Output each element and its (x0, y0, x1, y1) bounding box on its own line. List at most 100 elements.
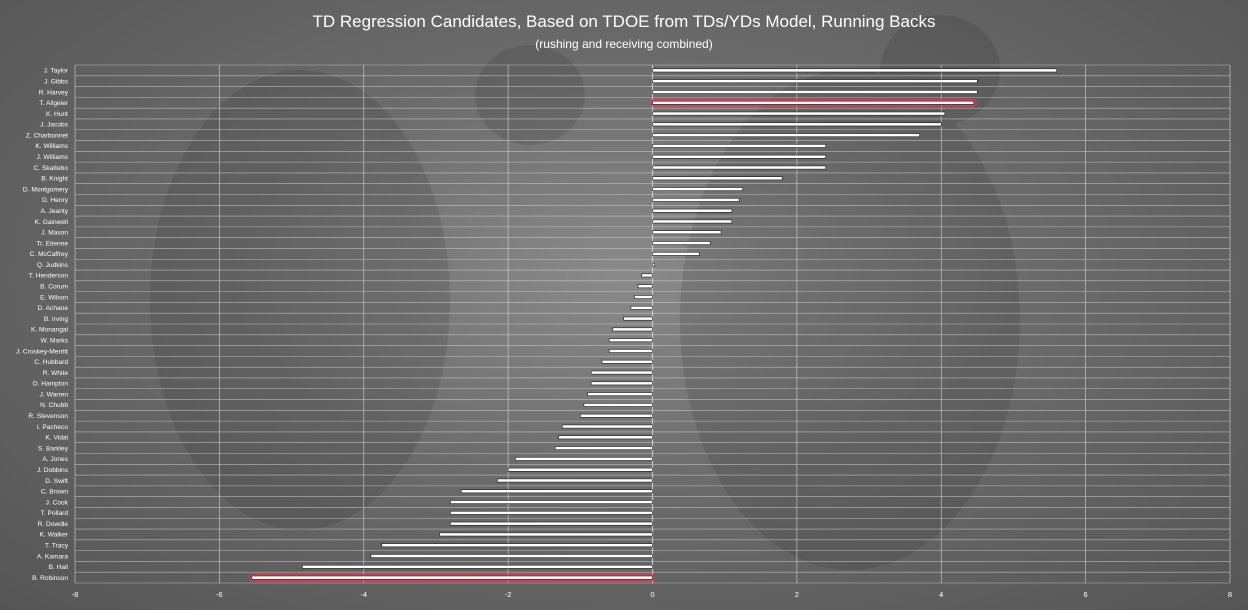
bar-c-mccaffrey (652, 251, 700, 256)
bar-d-montgomery (652, 187, 744, 192)
category-label: J. Mason (41, 230, 68, 237)
bar-b-irving (623, 316, 653, 321)
category-label: J. Croskey-Merritt (16, 348, 68, 355)
bar-i-pacheco (561, 424, 653, 429)
category-label: K. Williams (35, 143, 68, 150)
category-label: E. Wilson (40, 294, 68, 301)
category-label: B. Hall (49, 564, 69, 571)
category-label: K. Hunt (46, 111, 68, 118)
x-tick-label: -6 (216, 590, 223, 599)
bars (250, 68, 1058, 581)
category-label: D. Montgomery (23, 186, 69, 193)
x-tick-label: -8 (72, 590, 79, 599)
category-label: I. Pacheco (37, 424, 68, 431)
bar-r-stevenson (580, 413, 653, 418)
bar-t-tracy (381, 543, 653, 548)
x-tick-label: 4 (939, 590, 943, 599)
category-label: D. Swift (45, 478, 68, 485)
category-label: J. Warren (40, 391, 69, 398)
bar-d-swift (496, 478, 653, 483)
category-label: K. Vidal (45, 435, 68, 442)
category-label: J. Taylor (44, 68, 69, 75)
bar-j-gibbs (652, 79, 978, 84)
category-label: A. Jones (42, 456, 68, 463)
category-labels: J. Taylor J. Gibbs R. Harvey T. Allgeier K. … (16, 68, 69, 582)
bar-t-pollard (450, 510, 653, 515)
bar-w-marks (608, 338, 653, 343)
bar-o-hampton (590, 381, 653, 386)
bar-b-knight (652, 176, 783, 181)
bar-d-henry (652, 197, 740, 202)
category-label: T. Allgeier (39, 100, 68, 107)
bar-j-taylor (652, 68, 1058, 73)
bar-d-achane (630, 305, 653, 310)
bar-b-robinson (251, 575, 653, 580)
category-label: R. White (43, 370, 69, 377)
bar-k-walker (439, 532, 653, 537)
category-label: C. Hubbard (34, 359, 68, 366)
category-label: Tr. Etienne (36, 240, 68, 247)
bar-j-croskey-merritt (608, 349, 653, 353)
category-label: B. Robinson (32, 575, 68, 582)
category-label: N. Chubb (40, 402, 68, 409)
x-tick-label: -4 (360, 590, 367, 599)
x-tick-label: 0 (650, 590, 654, 599)
category-label: Z. Charbonnet (26, 132, 68, 139)
bar-q-judkins (652, 262, 655, 267)
category-label: C. McCaffrey (30, 251, 69, 258)
category-label: W. Marks (41, 337, 69, 344)
bar-a-kamara (370, 554, 653, 558)
bar-j-mason (652, 230, 722, 235)
bar-tr-etienne (652, 241, 711, 245)
bar-z-charbonnet (652, 133, 920, 138)
bar-k-vidal (558, 435, 653, 440)
category-label: J. Williams (36, 154, 68, 161)
x-tick-label: -2 (505, 590, 512, 599)
category-label: B. Irving (44, 316, 69, 323)
bar-j-dobbins (507, 467, 653, 472)
bar-j-jacobs (652, 122, 942, 127)
category-label: D. Achane (38, 305, 69, 312)
bar-r-white (590, 370, 653, 375)
bar-b-corum (637, 284, 653, 289)
category-label: J. Jacobs (40, 122, 69, 129)
bar-c-skattebo (652, 165, 827, 170)
bar-k-williams (652, 144, 827, 148)
bar-c-hubbard (601, 359, 653, 364)
category-label: Q. Judkins (37, 262, 69, 269)
x-tick-label: 6 (1084, 590, 1088, 599)
category-label: S. Barkley (38, 445, 69, 452)
category-label: K. Monangai (31, 327, 69, 334)
x-tick-labels: -8 -6 -4 -2 0 2 4 6 8 (72, 590, 1232, 599)
category-label: R. Harvey (39, 89, 69, 96)
bar-t-allgeier (652, 100, 975, 105)
category-label: O. Hampton (32, 381, 68, 388)
x-tick-label: 2 (795, 590, 799, 599)
category-label: C. Skattebo (34, 165, 69, 172)
bar-r-dowdle (450, 521, 653, 526)
category-label: B. Corum (40, 284, 68, 291)
category-label: D. Henry (42, 197, 69, 204)
bar-k-monangai (612, 327, 653, 332)
gridlines (74, 64, 1231, 584)
bar-j-warren (587, 392, 653, 397)
category-label: A. Kamara (37, 553, 68, 560)
bar-j-cook (450, 500, 653, 504)
x-tick-label: 8 (1228, 590, 1232, 599)
category-label: J. Cook (46, 499, 69, 506)
bar-b-hall (302, 564, 653, 569)
bar-a-jones (515, 456, 653, 461)
category-label: T. Henderson (29, 273, 69, 280)
bar-r-harvey (652, 90, 978, 94)
category-label: R. Stevenson (28, 413, 68, 420)
category-label: K. Walker (40, 532, 69, 539)
category-label: C. Brown (41, 489, 68, 496)
bar-n-chubb (583, 403, 653, 407)
category-label: J. Gibbs (44, 78, 69, 85)
bar-t-henderson (641, 273, 653, 278)
category-label: T. Tracy (45, 543, 69, 550)
category-label: K. Gainwell (35, 219, 69, 226)
category-label: R. Dowdle (38, 521, 69, 528)
